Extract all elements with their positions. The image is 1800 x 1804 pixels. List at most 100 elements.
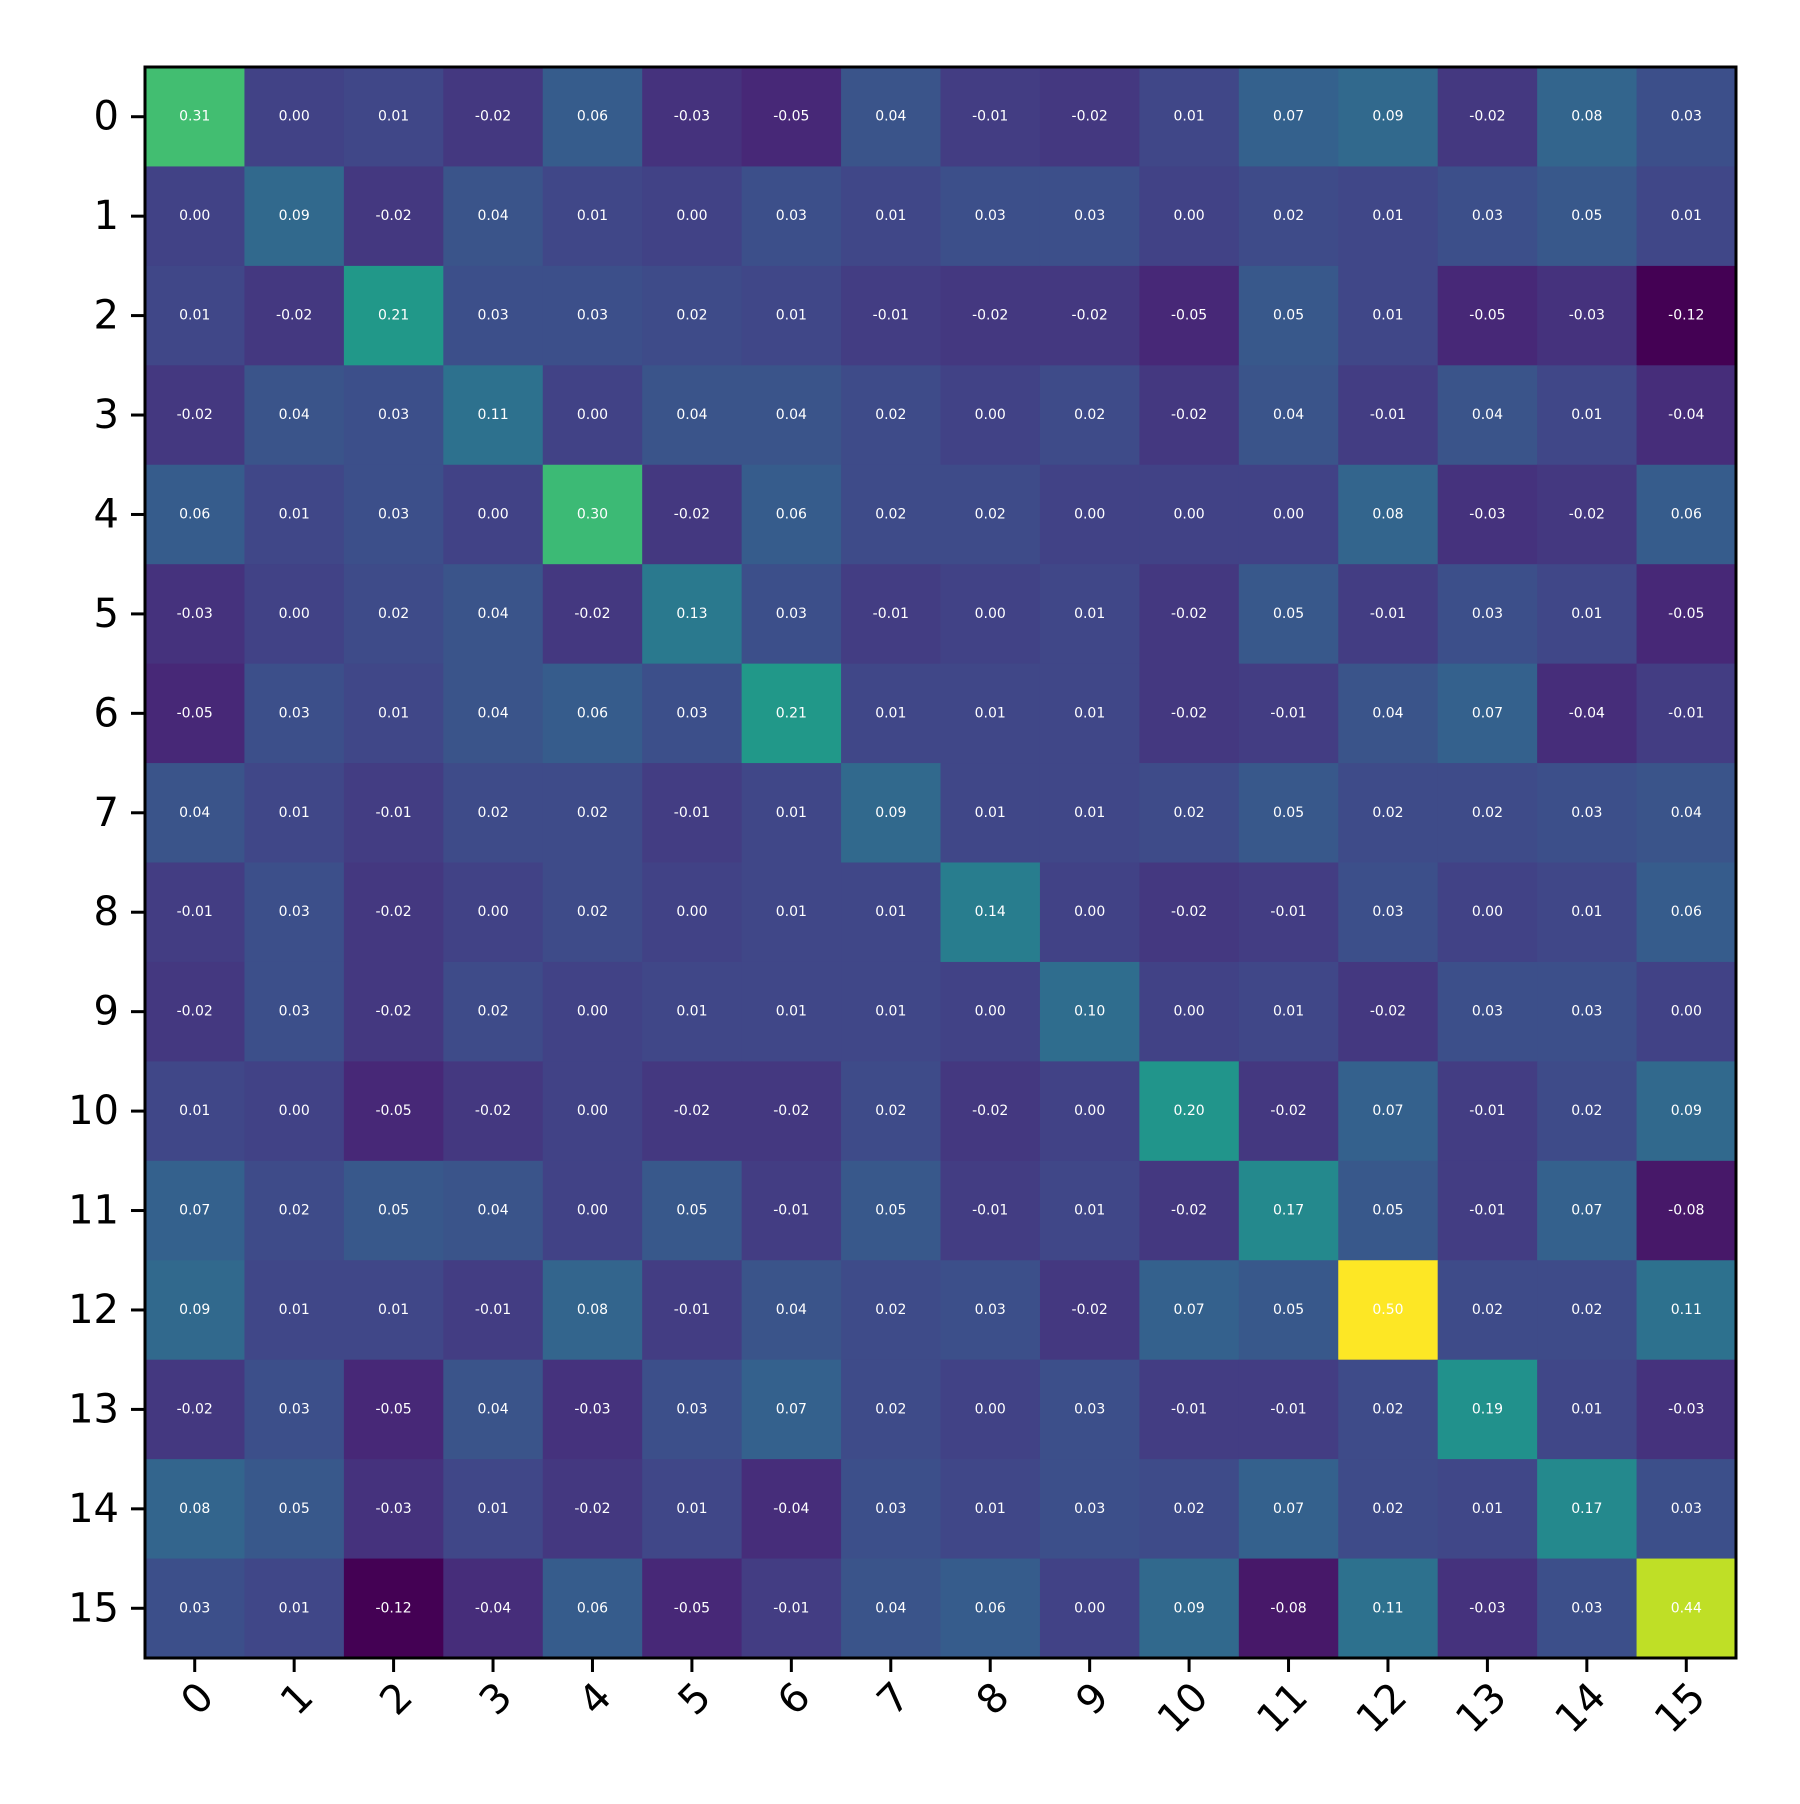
cell-value-label: 0.01: [279, 805, 310, 821]
cell-value-label: 0.09: [279, 208, 310, 224]
cell-value-label: 0.04: [776, 1302, 807, 1318]
cell-value-label: 0.01: [676, 1004, 707, 1020]
heatmap-cell-3-12: [1338, 365, 1439, 466]
heatmap-cell-3-8: [940, 365, 1041, 466]
heatmap-cell-5-7: [841, 564, 942, 665]
x-tick-label: 9: [1067, 1674, 1118, 1725]
cell-value-label: 0.01: [279, 1600, 310, 1616]
heatmap-cell-11-11: [1238, 1160, 1339, 1261]
cell-value-label: 0.08: [1372, 506, 1403, 522]
heatmap-cell-9-8: [940, 961, 1041, 1062]
heatmap-cell-8-12: [1338, 862, 1439, 963]
cell-value-label: 0.03: [279, 904, 310, 920]
y-tick-label: 5: [94, 591, 119, 637]
cell-value-label: 0.04: [676, 407, 707, 423]
cell-value-label: 0.01: [279, 506, 310, 522]
cell-value-label: 0.04: [1671, 805, 1702, 821]
heatmap-cell-8-14: [1537, 862, 1638, 963]
heatmap-cell-5-9: [1039, 564, 1140, 665]
x-tick-label: 0: [172, 1674, 223, 1725]
cell-value-label: 0.01: [179, 1103, 210, 1119]
cell-value-label: 0.00: [577, 1103, 608, 1119]
heatmap-cell-8-0: [145, 862, 246, 963]
heatmap-cell-8-4: [542, 862, 643, 963]
heatmap-cell-14-2: [343, 1459, 444, 1560]
heatmap-cell-7-1: [244, 763, 345, 864]
heatmap-cell-0-14: [1537, 67, 1638, 168]
heatmap-cell-10-15: [1636, 1061, 1737, 1162]
heatmap-cell-9-12: [1338, 961, 1439, 1062]
heatmap-cell-4-7: [841, 464, 942, 565]
heatmap-cell-6-5: [642, 663, 743, 764]
cell-value-label: 0.50: [1372, 1302, 1403, 1318]
cell-value-label: -0.01: [773, 1203, 809, 1219]
heatmap-cell-15-12: [1338, 1558, 1439, 1659]
heatmap-cell-12-10: [1139, 1260, 1240, 1361]
heatmap-cell-14-4: [542, 1459, 643, 1560]
cell-value-label: -0.04: [1668, 407, 1704, 423]
cell-value-label: 0.00: [676, 208, 707, 224]
heatmap-cells: [145, 67, 1737, 1659]
cell-value-label: 0.06: [975, 1600, 1006, 1616]
heatmap-cell-1-10: [1139, 166, 1240, 267]
cell-value-label: 0.01: [1074, 705, 1105, 721]
cell-value-label: -0.05: [177, 705, 213, 721]
cell-value-label: 0.03: [1671, 1501, 1702, 1517]
heatmap-cell-11-9: [1039, 1160, 1140, 1261]
cell-value-label: -0.02: [574, 1501, 610, 1517]
heatmap-cell-5-11: [1238, 564, 1339, 665]
heatmap-cell-6-3: [443, 663, 544, 764]
cell-value-label: 0.00: [1174, 1004, 1205, 1020]
cell-value-label: -0.02: [177, 1004, 213, 1020]
cell-value-label: 0.02: [875, 1401, 906, 1417]
cell-value-label: 0.44: [1671, 1600, 1702, 1616]
cell-value-label: -0.01: [1171, 1401, 1207, 1417]
cell-value-label: -0.12: [375, 1600, 411, 1616]
x-axis: 0 1 2 3 4 5 6 7 8 9 10 11 12 13 14 15: [172, 1658, 1715, 1742]
cell-value-label: -0.02: [375, 208, 411, 224]
cell-value-label: 0.01: [378, 1302, 409, 1318]
cell-value-label: -0.05: [375, 1401, 411, 1417]
heatmap-cell-7-2: [343, 763, 444, 864]
heatmap-cell-9-6: [741, 961, 842, 1062]
heatmap-cell-1-14: [1537, 166, 1638, 267]
cell-value-label: 0.08: [577, 1302, 608, 1318]
cell-value-label: -0.05: [1171, 308, 1207, 324]
heatmap-cell-3-15: [1636, 365, 1737, 466]
cell-value-label: 0.06: [776, 506, 807, 522]
cell-value-label: 0.08: [179, 1501, 210, 1517]
cell-value-label: 0.02: [1174, 1501, 1205, 1517]
heatmap-cell-5-3: [443, 564, 544, 665]
cell-value-label: -0.02: [972, 1103, 1008, 1119]
cell-value-label: 0.07: [1472, 705, 1503, 721]
cell-value-label: 0.11: [1671, 1302, 1702, 1318]
heatmap-cell-12-6: [741, 1260, 842, 1361]
heatmap-cell-11-0: [145, 1160, 246, 1261]
cell-value-label: 0.00: [1074, 1600, 1105, 1616]
heatmap-cell-14-11: [1238, 1459, 1339, 1560]
heatmap-cell-8-13: [1437, 862, 1538, 963]
heatmap-cell-1-8: [940, 166, 1041, 267]
heatmap-cell-7-8: [940, 763, 1041, 864]
heatmap-cell-9-10: [1139, 961, 1240, 1062]
heatmap-cell-1-1: [244, 166, 345, 267]
cell-value-label: 0.05: [1571, 208, 1602, 224]
cell-value-label: -0.05: [674, 1600, 710, 1616]
cell-value-label: 0.03: [477, 308, 508, 324]
heatmap-cell-12-8: [940, 1260, 1041, 1361]
cell-value-label: 0.02: [1571, 1302, 1602, 1318]
y-tick-label: 13: [68, 1386, 119, 1432]
cell-value-label: -0.02: [1270, 1103, 1306, 1119]
heatmap-cell-14-3: [443, 1459, 544, 1560]
heatmap-cell-4-8: [940, 464, 1041, 565]
heatmap-cell-10-7: [841, 1061, 942, 1162]
cell-value-label: -0.01: [375, 805, 411, 821]
cell-value-label: -0.02: [375, 904, 411, 920]
cell-value-label: 0.01: [378, 109, 409, 125]
cell-value-label: 0.19: [1472, 1401, 1503, 1417]
cell-value-label: -0.02: [1469, 109, 1505, 125]
heatmap-cell-0-1: [244, 67, 345, 168]
cell-value-label: 0.13: [676, 606, 707, 622]
cell-value-label: 0.03: [1074, 208, 1105, 224]
heatmap-cell-14-0: [145, 1459, 246, 1560]
